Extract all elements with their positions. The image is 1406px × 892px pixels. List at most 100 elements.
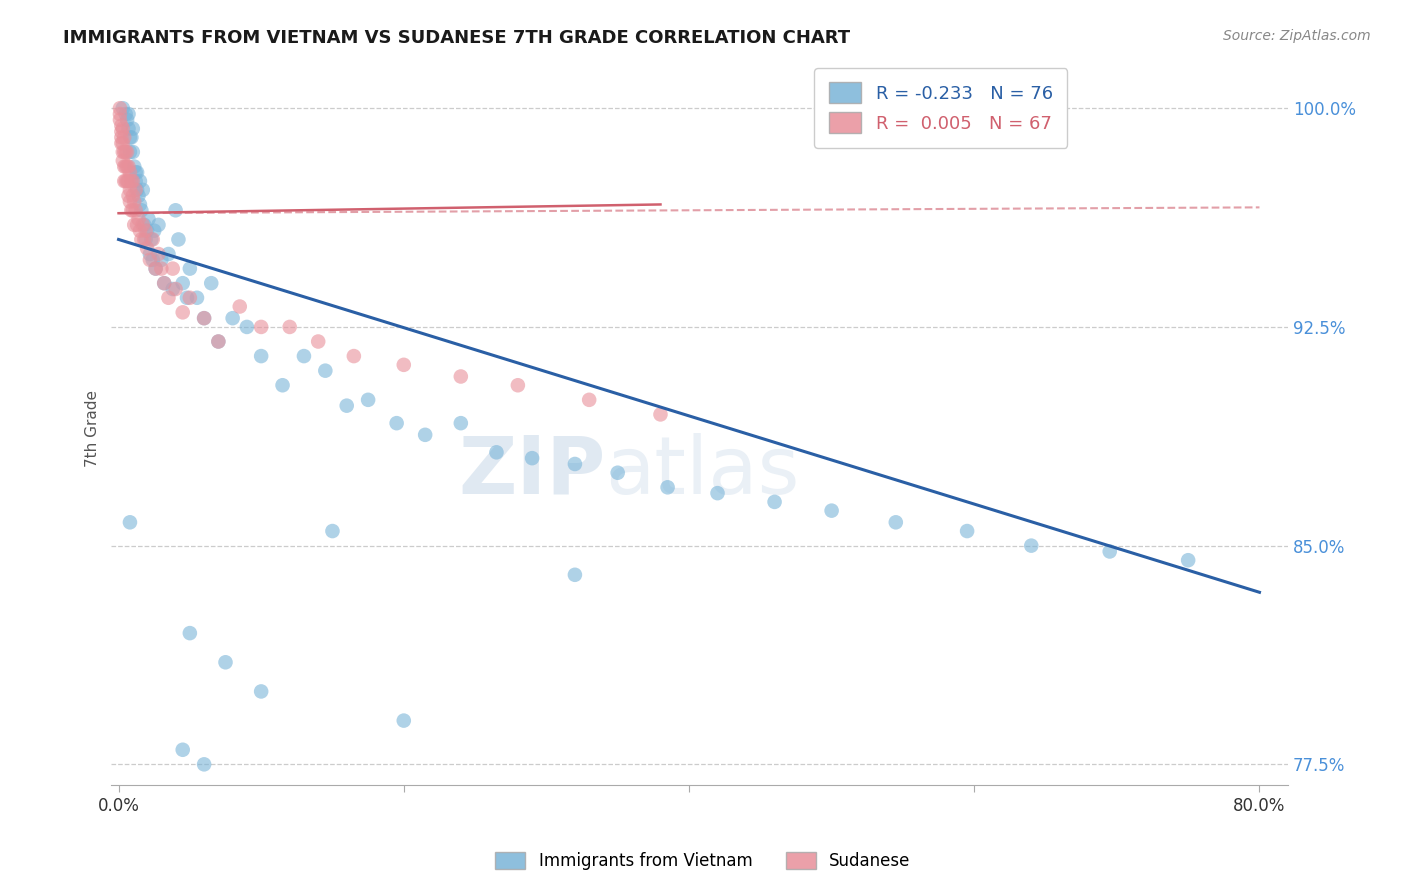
Point [110,119,132,133]
Point [165,203,187,218]
Point [112,160,135,174]
Point [111,153,134,168]
Point [134,218,156,232]
Point [520,451,543,466]
Point [314,364,336,378]
Point [157,247,180,261]
Point [343,349,366,363]
Point [111,145,134,159]
Point [115,174,138,188]
Text: Source: ZipAtlas.com: Source: ZipAtlas.com [1223,29,1371,43]
Point [150,261,173,276]
Point [118,145,141,159]
Point [120,174,142,188]
Point [121,174,143,188]
Point [193,757,215,772]
Point [118,165,141,179]
Point [128,188,150,202]
Point [657,480,679,494]
Legend: Immigrants from Vietnam, Sudanese: Immigrants from Vietnam, Sudanese [489,845,917,877]
Point [153,276,176,290]
Point [141,232,163,246]
Point [186,291,208,305]
Point [117,107,139,121]
Point [153,276,176,290]
Point [321,524,343,538]
Point [236,320,259,334]
Point [122,218,145,232]
Point [278,320,301,334]
Text: IMMIGRANTS FROM VIETNAM VS SUDANESE 7TH GRADE CORRELATION CHART: IMMIGRANTS FROM VIETNAM VS SUDANESE 7TH … [63,29,851,46]
Point [135,224,157,238]
Point [150,252,173,267]
Point [292,349,315,363]
Point [112,130,135,145]
Point [307,334,329,349]
Point [121,188,143,202]
Point [450,369,472,384]
Point [1098,544,1121,558]
Point [124,183,146,197]
Point [139,247,162,261]
Point [110,130,132,145]
Point [111,136,134,151]
Point [110,136,132,151]
Point [120,203,142,218]
Point [207,334,229,349]
Point [229,300,252,314]
Legend: R = -0.233   N = 76, R =  0.005   N = 67: R = -0.233 N = 76, R = 0.005 N = 67 [814,68,1067,148]
Text: ZIP: ZIP [458,433,606,511]
Point [108,107,131,121]
Point [129,224,152,238]
Point [117,160,139,174]
Point [121,121,143,136]
Point [117,174,139,188]
Point [1019,539,1042,553]
Point [250,320,273,334]
Point [162,261,184,276]
Point [124,203,146,218]
Point [117,121,139,136]
Point [114,174,136,188]
Point [143,224,166,238]
Point [112,174,135,188]
Point [115,145,138,159]
Point [564,567,586,582]
Point [120,130,142,145]
Point [114,107,136,121]
Point [172,743,194,757]
Point [125,165,148,179]
Point [132,218,155,232]
Point [193,311,215,326]
Point [167,232,190,246]
Point [125,218,148,232]
Point [121,145,143,159]
Point [138,212,160,227]
Point [450,416,472,430]
Point [125,183,148,197]
Point [135,232,157,246]
Point [142,232,165,246]
Point [176,291,198,305]
Point [131,232,153,246]
Point [221,311,243,326]
Point [118,130,141,145]
Point [578,392,600,407]
Point [121,203,143,218]
Point [162,282,184,296]
Point [179,261,201,276]
Point [145,261,167,276]
Point [148,218,170,232]
Point [114,160,136,174]
Point [110,124,132,138]
Point [108,112,131,127]
Point [111,101,134,115]
Point [385,416,408,430]
Point [131,203,153,218]
Point [392,714,415,728]
Point [413,427,436,442]
Point [136,241,159,255]
Point [956,524,979,538]
Point [124,165,146,179]
Point [117,188,139,202]
